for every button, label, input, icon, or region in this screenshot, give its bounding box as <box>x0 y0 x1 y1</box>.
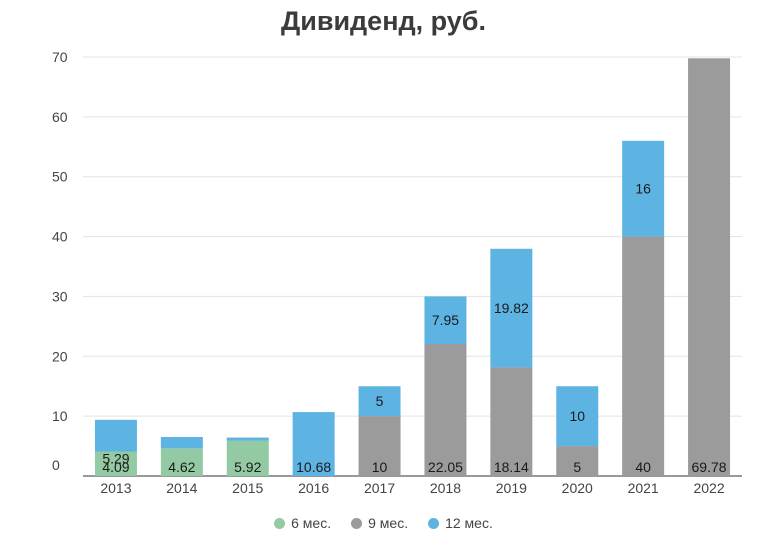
bar-segment <box>490 367 533 476</box>
bar-segment <box>292 412 335 476</box>
data-label: 10.68 <box>296 459 331 475</box>
y-tick-label: 10 <box>52 408 68 424</box>
bar-segment <box>226 437 269 441</box>
x-tick-label: 2021 <box>628 480 659 496</box>
bar-segment <box>424 296 467 345</box>
data-label: 40 <box>635 459 651 475</box>
bar-segment <box>424 344 467 476</box>
data-label: 7.95 <box>432 312 459 328</box>
legend-item: 12 мес. <box>428 515 493 531</box>
y-tick-label: 30 <box>52 288 68 304</box>
x-tick-label: 2018 <box>430 480 461 496</box>
data-label: 5 <box>376 393 384 409</box>
data-label: 4.62 <box>168 459 195 475</box>
bar-segment <box>94 419 137 452</box>
legend-swatch <box>274 517 286 529</box>
legend-item: 9 мес. <box>351 515 408 531</box>
y-tick-label: 0 <box>52 457 60 473</box>
y-tick-label: 60 <box>52 109 68 125</box>
data-label: 16 <box>635 181 651 197</box>
x-tick-label: 2022 <box>693 480 724 496</box>
x-tick-label: 2015 <box>232 480 263 496</box>
legend-label: 6 мес. <box>291 515 332 531</box>
x-tick-label: 2020 <box>562 480 593 496</box>
legend-label: 12 мес. <box>445 515 493 531</box>
x-tick-label: 2017 <box>364 480 395 496</box>
data-label: 69.78 <box>692 459 727 475</box>
data-label: 10 <box>569 408 585 424</box>
y-tick-label: 20 <box>52 348 68 364</box>
x-tick-label: 2013 <box>100 480 131 496</box>
bar-segment <box>160 448 203 476</box>
bar-segment <box>556 446 599 476</box>
data-label: 10 <box>372 459 388 475</box>
bar-segment <box>490 248 533 368</box>
legend-label: 9 мес. <box>368 515 409 531</box>
x-tick-label: 2016 <box>298 480 329 496</box>
bar-segment <box>688 58 731 476</box>
bar-segment <box>556 386 599 447</box>
data-label: 5.92 <box>234 459 261 475</box>
data-label: 5.29 <box>102 451 129 467</box>
data-label: 22.05 <box>428 459 463 475</box>
bar-segment <box>622 236 665 476</box>
x-tick-label: 2019 <box>496 480 527 496</box>
x-tick-label: 2014 <box>166 480 197 496</box>
y-tick-label: 40 <box>52 229 68 245</box>
legend-item: 6 мес. <box>274 515 331 531</box>
legend-swatch <box>428 517 440 529</box>
legend-swatch <box>351 517 363 529</box>
data-label: 18.14 <box>494 459 529 475</box>
bar-segment <box>94 451 137 476</box>
y-tick-label: 50 <box>52 169 68 185</box>
chart-title: Дивиденд, руб. <box>281 6 486 36</box>
y-tick-label: 70 <box>52 49 68 65</box>
bar-segment <box>622 140 665 237</box>
bar-segment <box>358 386 401 417</box>
data-label: 19.82 <box>494 300 529 316</box>
legend: 6 мес. 9 мес. 12 мес. <box>0 515 767 531</box>
data-label: 5 <box>573 459 581 475</box>
bar-segment <box>226 440 269 476</box>
data-label: 4.09 <box>102 459 129 475</box>
bar-segment <box>160 436 203 449</box>
bar-segment <box>358 416 401 476</box>
